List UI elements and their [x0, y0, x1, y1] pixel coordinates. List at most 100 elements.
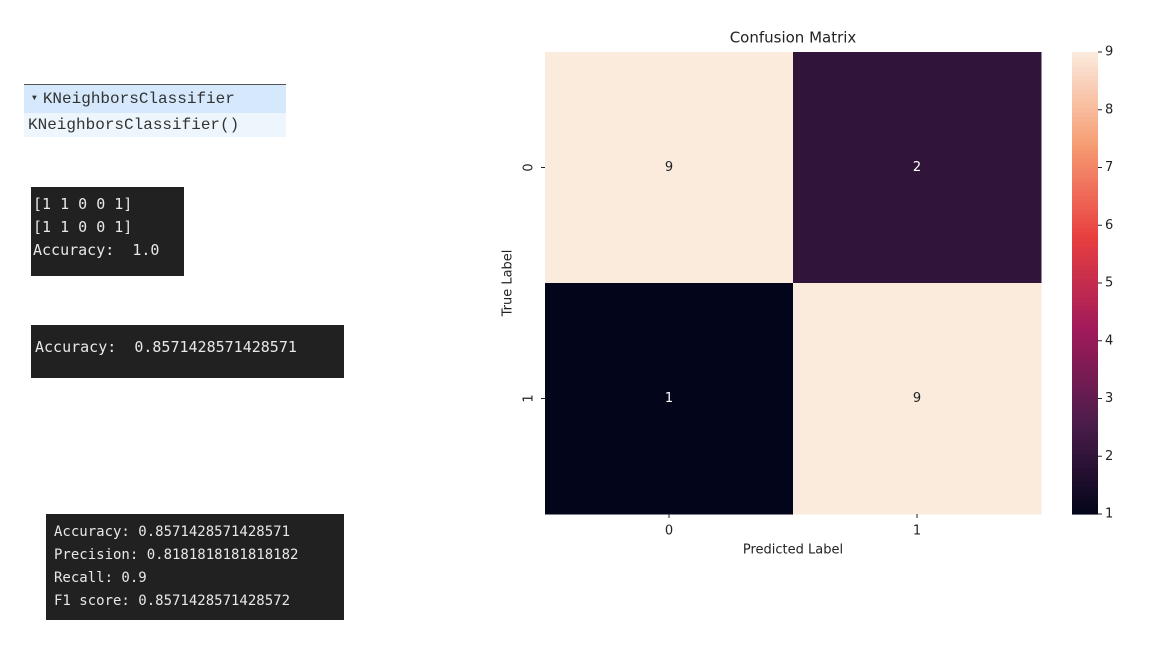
colorbar-slice — [1072, 504, 1098, 510]
colorbar-tick-label: 7 — [1105, 160, 1113, 175]
colorbar-slice — [1072, 255, 1098, 261]
colorbar-slice — [1072, 458, 1098, 464]
x-tick-label: 0 — [665, 524, 673, 539]
colorbar-slice — [1072, 70, 1098, 76]
x-axis-label: Predicted Label — [743, 543, 843, 558]
output-block: Accuracy: 0.8571428571428571 Precision: 0… — [46, 514, 344, 620]
colorbar-slice — [1072, 467, 1098, 474]
colorbar-slice — [1072, 352, 1098, 358]
colorbar-slice — [1072, 52, 1098, 58]
colorbar-slice — [1072, 366, 1098, 372]
colorbar-slice — [1072, 338, 1098, 344]
colorbar-slice — [1072, 375, 1098, 381]
colorbar-slice — [1072, 75, 1098, 81]
colorbar-slice — [1072, 125, 1098, 132]
widget-repr: KNeighborsClassifier() — [24, 113, 286, 137]
colorbar-slice — [1072, 167, 1098, 173]
colorbar-slice — [1072, 283, 1098, 289]
colorbar-slice — [1072, 384, 1098, 390]
estimator-widget: ▼ KNeighborsClassifier KNeighborsClassifi… — [24, 84, 286, 137]
colorbar-slice — [1072, 481, 1098, 487]
colorbar-slice — [1072, 356, 1098, 363]
colorbar-slice — [1072, 380, 1098, 386]
colorbar-slice — [1072, 495, 1098, 501]
output-block: [1 1 0 0 1] [1 1 0 0 1] Accuracy: 1.0 — [31, 187, 184, 276]
colorbar-slice — [1072, 144, 1098, 150]
colorbar-slice — [1072, 449, 1098, 455]
colorbar-slice — [1072, 398, 1098, 404]
colorbar-slice — [1072, 130, 1098, 136]
output-line: Accuracy: 0.8571428571428571 — [35, 338, 297, 356]
cell-label: 9 — [913, 391, 921, 406]
output-line: F1 score: 0.8571428571428572 — [54, 593, 291, 609]
colorbar-slice — [1072, 347, 1098, 353]
y-axis-label: True Label — [501, 250, 516, 318]
output-line: Accuracy: 0.8571428571428571 — [54, 524, 291, 540]
colorbar-slice — [1072, 56, 1098, 62]
colorbar-slice — [1072, 389, 1098, 395]
colorbar-slice — [1072, 472, 1098, 478]
colorbar-slice — [1072, 477, 1098, 483]
colorbar-slice — [1072, 287, 1098, 293]
cell-label: 9 — [665, 160, 673, 175]
colorbar-slice — [1072, 306, 1098, 312]
colorbar-slice — [1072, 172, 1098, 178]
colorbar-slice — [1072, 107, 1098, 113]
colorbar-slice — [1072, 444, 1098, 450]
colorbar-slice — [1072, 181, 1098, 187]
colorbar-slice — [1072, 463, 1098, 469]
colorbar-slice — [1072, 412, 1098, 418]
colorbar-slice — [1072, 435, 1098, 441]
colorbar-slice — [1072, 213, 1098, 219]
widget-header[interactable]: ▼ KNeighborsClassifier — [24, 85, 286, 113]
colorbar-slice — [1072, 227, 1098, 233]
colorbar-slice — [1072, 241, 1098, 247]
colorbar-slice — [1072, 149, 1098, 155]
colorbar-slice — [1072, 209, 1098, 215]
output-line: [1 1 0 0 1] — [33, 218, 133, 236]
colorbar-tick-label: 3 — [1105, 391, 1113, 406]
colorbar-slice — [1072, 61, 1098, 67]
colorbar-slice — [1072, 361, 1098, 367]
colorbar-slice — [1072, 185, 1098, 192]
y-tick-label: 0 — [522, 163, 537, 171]
colorbar-slice — [1072, 135, 1098, 141]
colorbar-slice — [1072, 116, 1098, 122]
output-block: Accuracy: 0.8571428571428571 — [31, 325, 344, 378]
colorbar-slice — [1072, 259, 1098, 266]
colorbar-slice — [1072, 121, 1098, 127]
colorbar-slice — [1072, 158, 1098, 164]
colorbar-slice — [1072, 153, 1098, 159]
colorbar-slice — [1072, 232, 1098, 238]
colorbar-slice — [1072, 426, 1098, 432]
output-line: [1 1 0 0 1] — [33, 195, 133, 213]
colorbar-slice — [1072, 486, 1098, 492]
colorbar-slice — [1072, 319, 1098, 326]
colorbar-slice — [1072, 93, 1098, 99]
colorbar-tick-label: 1 — [1105, 507, 1113, 522]
colorbar-slice — [1072, 333, 1098, 340]
colorbar-slice — [1072, 453, 1098, 460]
colorbar-slice — [1072, 407, 1098, 413]
colorbar-slice — [1072, 370, 1098, 376]
colorbar-slice — [1072, 292, 1098, 298]
colorbar-slice — [1072, 421, 1098, 427]
colorbar-slice — [1072, 246, 1098, 252]
output-line: Precision: 0.8181818181818182 — [54, 547, 299, 563]
colorbar-slice — [1072, 500, 1098, 506]
colorbar-slice — [1072, 329, 1098, 335]
colorbar-slice — [1072, 264, 1098, 270]
colorbar-slice — [1072, 416, 1098, 423]
colorbar-slice — [1072, 250, 1098, 256]
colorbar-slice — [1072, 139, 1098, 145]
cell-label: 1 — [665, 391, 673, 406]
colorbar-tick-label: 2 — [1105, 449, 1113, 464]
colorbar-slice — [1072, 88, 1098, 95]
colorbar-slice — [1072, 324, 1098, 330]
output-line: Recall: 0.9 — [54, 570, 147, 586]
colorbar-slice — [1072, 273, 1098, 279]
colorbar-slice — [1072, 102, 1098, 109]
colorbar-slice — [1072, 162, 1098, 169]
